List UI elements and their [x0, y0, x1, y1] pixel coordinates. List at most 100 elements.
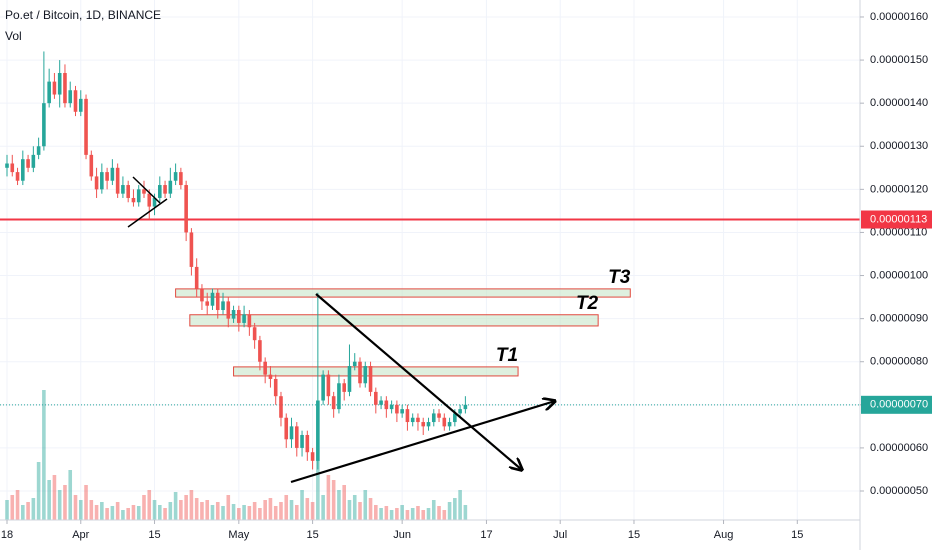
candle-body: [258, 340, 262, 362]
candle-body: [168, 180, 173, 194]
volume-bar: [279, 502, 283, 520]
volume-bar: [442, 510, 447, 520]
candle-body: [384, 400, 389, 410]
candle-body: [331, 396, 336, 410]
candle-body: [263, 361, 267, 375]
candle-body: [52, 81, 57, 95]
volume-bar: [316, 460, 320, 520]
volume-bar: [368, 498, 373, 520]
volume-bar: [284, 495, 289, 520]
candle-body: [194, 266, 199, 289]
volume-bar: [263, 500, 267, 520]
volume-bar: [168, 502, 173, 520]
volume-label: Vol: [5, 29, 22, 43]
candle-body: [305, 434, 310, 453]
volume-bar: [447, 502, 452, 520]
y-tick-label: 0.00000120: [870, 183, 928, 195]
candle-body: [352, 361, 357, 367]
candle-body: [363, 366, 368, 384]
candle-body: [121, 185, 125, 194]
x-tick-label: Aug: [714, 529, 734, 541]
volume-bar: [5, 500, 9, 520]
volume-bar: [384, 506, 389, 520]
volume-bar: [221, 506, 225, 520]
candle-body: [237, 310, 241, 323]
candle-body: [342, 383, 347, 392]
candle-body: [15, 172, 20, 181]
volume-bar: [226, 495, 231, 520]
candle-body: [221, 301, 225, 311]
volume-bar: [110, 506, 115, 520]
candle-body: [321, 374, 325, 401]
volume-bar: [426, 508, 431, 520]
volume-bar: [68, 470, 73, 520]
candle-body: [94, 176, 99, 190]
volume-bar: [15, 490, 20, 520]
plot-area: [0, 51, 860, 520]
candle-body: [316, 400, 320, 461]
y-tick-label: 0.00000050: [870, 485, 928, 497]
volume-bar: [347, 500, 352, 520]
candle-body: [110, 167, 115, 181]
candle-body: [84, 98, 88, 155]
candle-body: [389, 404, 394, 410]
volume-bar: [305, 498, 310, 520]
volume-bar: [200, 502, 204, 520]
candle-body: [374, 391, 378, 405]
candle-body: [78, 98, 83, 112]
candle-body: [310, 452, 315, 461]
volume-bar: [73, 495, 78, 520]
candle-body: [26, 159, 30, 168]
volume-bar: [105, 508, 109, 520]
volume-bar: [84, 485, 88, 520]
volume-bar: [205, 500, 210, 520]
candle-body: [337, 383, 341, 410]
candle-body: [42, 103, 46, 147]
candle-body: [200, 288, 204, 302]
x-tick-label: 15: [628, 529, 640, 541]
volume-bar: [10, 495, 15, 520]
candle-body: [5, 163, 9, 168]
candle-body: [105, 172, 109, 181]
volume-bar: [52, 475, 57, 520]
candle-body: [300, 434, 304, 448]
volume-bar: [237, 508, 241, 520]
volume-bar: [173, 492, 178, 520]
candle-body: [205, 301, 210, 306]
candle-body: [437, 413, 441, 418]
candle-body: [100, 172, 104, 190]
candle-body: [226, 301, 231, 319]
volume-bar: [184, 495, 188, 520]
x-tick-label: 15: [306, 529, 318, 541]
drawings: [127, 176, 555, 484]
y-tick-label: 0.00000150: [870, 54, 928, 66]
volume-bar: [331, 480, 336, 520]
volume-bar: [294, 505, 299, 520]
volume-bar: [310, 502, 315, 520]
candle-body: [447, 422, 452, 427]
candle-body: [47, 81, 51, 104]
candle-body: [416, 417, 420, 423]
volume-bar: [258, 508, 262, 520]
volume-bar: [458, 490, 462, 520]
volume-bar: [400, 505, 404, 520]
y-tick-label: 0.00000080: [870, 356, 928, 368]
candle-body: [247, 314, 252, 328]
candle-body: [252, 327, 257, 341]
volume-bar: [342, 485, 347, 520]
volume-bar: [247, 506, 252, 520]
candle-body: [36, 146, 41, 155]
volume-bar: [300, 490, 304, 520]
candle-body: [184, 185, 188, 233]
grid: [0, 0, 860, 520]
trend-line: [315, 293, 522, 470]
volume-bar: [179, 500, 183, 520]
volume-bar: [273, 506, 278, 520]
candle-body: [173, 172, 178, 181]
x-tick-label: Jun: [393, 529, 411, 541]
trend-line: [127, 198, 168, 228]
volume-bar: [421, 510, 426, 520]
volume-bar: [157, 505, 162, 520]
